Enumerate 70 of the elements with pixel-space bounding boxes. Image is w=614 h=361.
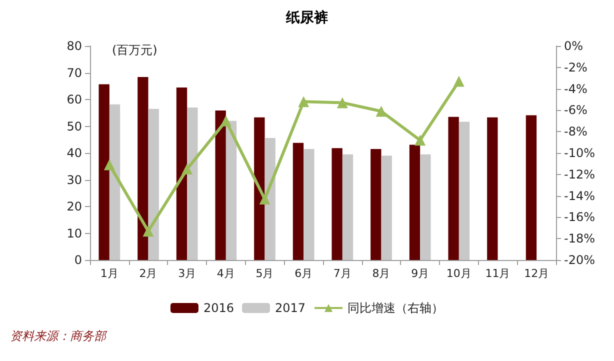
bar bbox=[409, 144, 420, 260]
bar bbox=[381, 156, 392, 260]
x-tick-label: 7月 bbox=[333, 267, 352, 280]
y-tick-label: 30 bbox=[66, 172, 82, 187]
y2-tick-label: -16% bbox=[564, 210, 596, 224]
y2-tick-label: -8% bbox=[564, 124, 588, 139]
bar bbox=[226, 120, 237, 260]
bar bbox=[176, 87, 188, 260]
bar bbox=[342, 154, 354, 260]
bar bbox=[487, 117, 498, 260]
bar bbox=[138, 77, 148, 260]
point bbox=[104, 159, 115, 170]
y2-tick-label: -18% bbox=[564, 232, 596, 246]
legend-label: 2017 bbox=[275, 301, 306, 315]
y-tick-label: 70 bbox=[66, 66, 82, 80]
x-tick-label: 6月 bbox=[294, 267, 313, 280]
y-tick-label: 50 bbox=[66, 119, 82, 134]
point bbox=[298, 96, 310, 108]
bar bbox=[292, 142, 304, 260]
bar bbox=[448, 116, 459, 260]
legend-label: 2016 bbox=[203, 301, 234, 315]
point bbox=[453, 76, 464, 87]
bar bbox=[215, 110, 226, 260]
point bbox=[142, 226, 154, 237]
y2-tick-label: -20% bbox=[564, 253, 596, 267]
bar bbox=[420, 154, 431, 260]
legend-label: 同比增速（右轴） bbox=[348, 301, 444, 315]
bar bbox=[148, 108, 159, 260]
y-tick-label: 0 bbox=[74, 253, 82, 267]
point bbox=[336, 97, 348, 108]
point bbox=[259, 194, 270, 205]
bar bbox=[109, 104, 120, 260]
x-tick-label: 3月 bbox=[178, 267, 196, 280]
chart-title: 纸尿裤 bbox=[285, 9, 328, 26]
text: 资料来源：商务部 bbox=[10, 329, 108, 343]
point bbox=[376, 106, 387, 117]
point bbox=[182, 164, 193, 175]
y2-tick-label: -12% bbox=[564, 167, 596, 182]
point bbox=[414, 134, 426, 146]
y2-tick-label: -4% bbox=[564, 82, 588, 96]
bar bbox=[98, 84, 110, 260]
x-tick-label: 8月 bbox=[372, 267, 390, 280]
bar bbox=[526, 115, 537, 260]
x-tick-label: 2月 bbox=[139, 267, 158, 280]
bar bbox=[254, 117, 265, 260]
y-tick-label: 80 bbox=[66, 39, 82, 53]
point bbox=[220, 115, 232, 126]
bar bbox=[187, 108, 198, 260]
y2-tick-label: -6% bbox=[564, 103, 588, 118]
y-tick-label: 40 bbox=[66, 146, 82, 160]
y2-tick-label: 0% bbox=[564, 39, 584, 53]
x-tick-label: 4月 bbox=[216, 267, 235, 280]
bar bbox=[264, 138, 276, 260]
x-tick-label: 12月 bbox=[524, 267, 550, 280]
y-tick-label: 60 bbox=[66, 92, 82, 106]
bar bbox=[332, 148, 342, 260]
x-tick-label: 1月 bbox=[100, 267, 118, 280]
x-tick-label: 11月 bbox=[485, 267, 510, 280]
bar bbox=[304, 148, 314, 260]
y-tick-label: 20 bbox=[66, 200, 82, 214]
x-tick-label: 10月 bbox=[446, 267, 472, 280]
x-tick-label: 5月 bbox=[256, 267, 274, 280]
y-axis-title: (百万元) bbox=[112, 43, 158, 57]
bar bbox=[370, 148, 382, 260]
y2-tick-label: -14% bbox=[564, 188, 596, 203]
y2-tick-label: -10% bbox=[564, 146, 596, 160]
bar bbox=[458, 122, 470, 260]
y-tick-label: 10 bbox=[66, 226, 82, 240]
y2-tick-label: -2% bbox=[564, 60, 588, 74]
x-tick-label: 9月 bbox=[411, 267, 430, 280]
